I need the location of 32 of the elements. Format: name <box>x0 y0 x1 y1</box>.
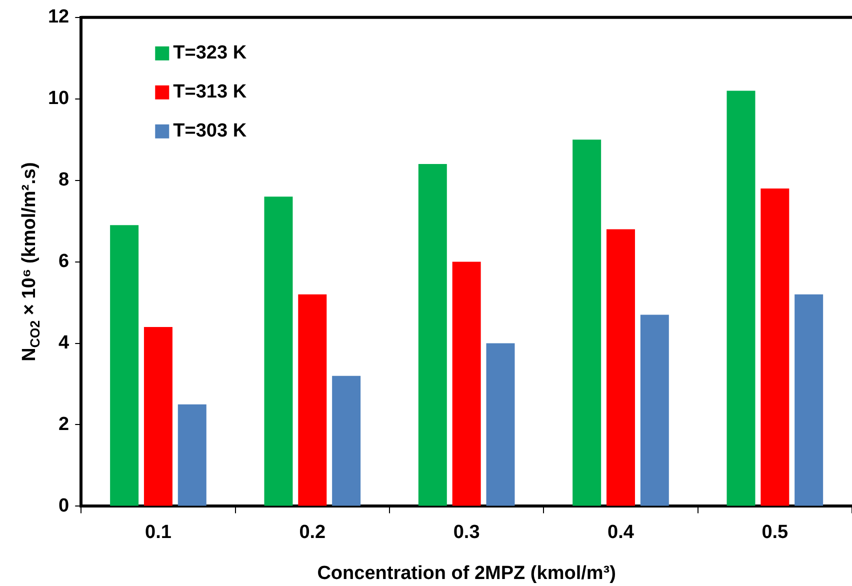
bar <box>418 164 447 506</box>
legend-label: T=323 K <box>173 42 247 64</box>
x-axis-title: Concentration of 2MPZ (kmol/m³) <box>317 563 616 584</box>
bar <box>760 188 790 506</box>
y-tick-label: 2 <box>58 414 70 435</box>
x-tick-label: 0.5 <box>762 522 789 543</box>
bar <box>452 262 481 506</box>
legend-label: T=313 K <box>173 82 247 103</box>
bar <box>640 314 669 506</box>
y-tick-label: 4 <box>58 332 70 354</box>
bar <box>264 196 293 506</box>
x-tick-label: 0.3 <box>453 522 480 543</box>
y-tick-label: 0 <box>58 495 70 516</box>
y-tick-label: 10 <box>48 88 70 110</box>
bar <box>572 140 602 506</box>
bar <box>606 229 635 506</box>
bar <box>486 343 515 506</box>
bar <box>110 225 139 506</box>
y-tick-label: 6 <box>58 251 70 272</box>
y-tick-label: 12 <box>48 6 70 28</box>
bar <box>178 404 206 506</box>
legend-label: T=303 K <box>173 120 247 142</box>
bar <box>144 326 172 506</box>
x-tick-label: 0.2 <box>299 522 326 543</box>
x-tick-label: 0.1 <box>145 522 172 543</box>
bar <box>726 90 756 506</box>
bar <box>298 294 327 506</box>
bar <box>794 294 824 506</box>
bar <box>332 376 361 506</box>
x-tick-label: 0.4 <box>608 522 634 543</box>
y-tick-label: 8 <box>58 170 70 191</box>
y-axis-title: NCO2 × 10⁶ (kmol/m².s) <box>19 162 42 362</box>
